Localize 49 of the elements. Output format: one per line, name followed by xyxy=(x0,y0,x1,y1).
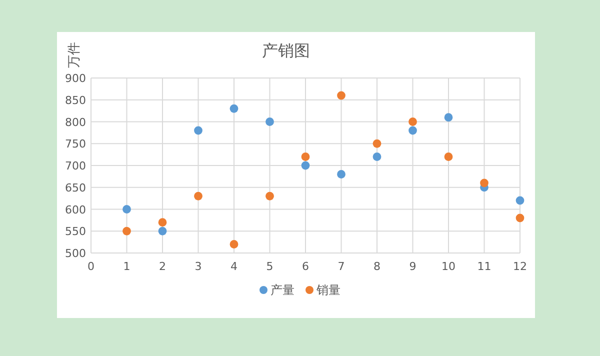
point xyxy=(122,205,131,214)
point xyxy=(158,226,167,236)
y-tick-label: 800 xyxy=(65,116,86,129)
point xyxy=(408,126,417,135)
y-tick-label: 900 xyxy=(65,72,86,85)
x-tick-label: 1 xyxy=(123,260,130,273)
point xyxy=(122,226,131,236)
point xyxy=(158,218,167,227)
legend-label: 产量 xyxy=(270,283,294,297)
point xyxy=(301,152,310,161)
x-tick-label: 9 xyxy=(409,260,416,273)
y-axis-title: 万件 xyxy=(67,42,82,68)
point xyxy=(230,240,238,248)
y-tick-label: 650 xyxy=(65,181,86,194)
y-tick-label: 700 xyxy=(65,160,86,172)
legend-label: 销量 xyxy=(316,283,340,297)
point xyxy=(444,113,453,122)
y-tick-label: 750 xyxy=(65,138,86,151)
point xyxy=(194,126,202,135)
x-tick-label: 10 xyxy=(442,260,456,273)
point xyxy=(516,214,524,222)
y-tick-label: 550 xyxy=(65,225,86,238)
point xyxy=(230,104,238,113)
x-tick-label: 6 xyxy=(302,260,309,273)
x-tick-label: 12 xyxy=(513,260,527,273)
point xyxy=(480,178,488,188)
point xyxy=(301,161,310,170)
y-tick-label: 600 xyxy=(65,203,86,216)
y-tick-label: 850 xyxy=(65,94,86,107)
x-tick-label: 4 xyxy=(230,260,238,273)
x-tick-label: 2 xyxy=(159,260,166,273)
point xyxy=(444,152,453,161)
point xyxy=(266,192,274,200)
x-tick-label: 5 xyxy=(266,260,274,273)
point xyxy=(337,91,346,100)
point xyxy=(372,152,382,161)
point xyxy=(194,192,202,200)
point xyxy=(337,170,346,178)
x-tick-label: 11 xyxy=(477,260,492,273)
x-tick-label: 7 xyxy=(338,260,345,273)
x-tick-label: 8 xyxy=(374,260,380,273)
y-tick-label: 500 xyxy=(65,247,86,260)
point xyxy=(408,118,417,126)
chart-title: 产销图 xyxy=(262,41,310,60)
point xyxy=(516,196,524,205)
point xyxy=(372,139,382,148)
x-tick-label: 3 xyxy=(194,260,202,273)
x-tick-label: 0 xyxy=(88,260,94,273)
point xyxy=(266,118,274,126)
